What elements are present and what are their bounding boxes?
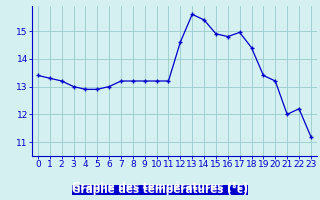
Text: Graphe des températures (°c): Graphe des températures (°c) — [72, 185, 248, 195]
Text: Graphe des températures (°c): Graphe des températures (°c) — [72, 182, 248, 192]
